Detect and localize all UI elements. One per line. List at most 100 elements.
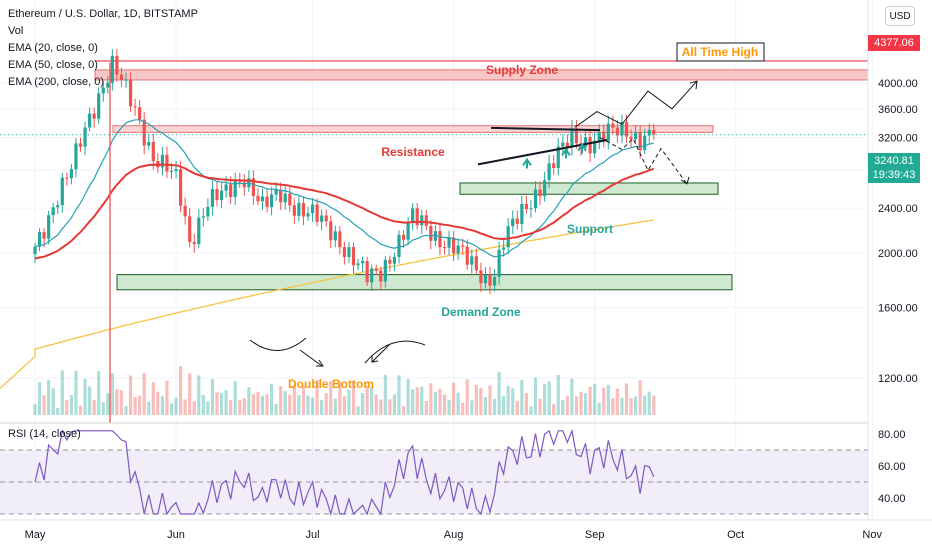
candle-body: [533, 189, 538, 209]
candle-body: [397, 234, 401, 257]
candle: [643, 128, 647, 154]
candle: [543, 171, 547, 202]
candle: [215, 180, 219, 206]
candle-body: [583, 137, 588, 148]
double-bottom-arrow-right: [371, 343, 391, 363]
candle: [101, 81, 105, 102]
time-axis[interactable]: May Jun Jul Aug Sep Oct Nov: [0, 519, 932, 541]
currency-button[interactable]: USD: [885, 6, 915, 26]
ema200-line: [0, 219, 654, 389]
volume-bar: [324, 393, 328, 415]
candle: [620, 114, 624, 144]
candle-body: [224, 184, 228, 191]
volume-bar: [206, 401, 210, 415]
volume-bar: [643, 395, 647, 415]
candle: [115, 48, 119, 82]
volume-bar: [429, 383, 433, 415]
candle: [329, 215, 333, 249]
double-bottom-label: Double Bottom: [288, 377, 374, 391]
candle-body: [370, 268, 374, 283]
candle-body: [561, 142, 565, 147]
candle-body: [602, 132, 606, 142]
volume-bar: [447, 399, 451, 415]
candle: [37, 228, 42, 252]
candle-body: [238, 181, 242, 183]
candle-body: [251, 178, 255, 197]
candle: [256, 188, 260, 206]
candle: [92, 107, 96, 128]
candle-body: [401, 234, 406, 240]
candle: [128, 72, 133, 112]
candle: [333, 225, 337, 248]
candle: [310, 198, 315, 222]
candle: [110, 49, 114, 91]
candle-body: [306, 213, 310, 217]
last-price: 3240.81: [874, 155, 914, 167]
volume-bar: [652, 395, 656, 415]
volume-bar: [288, 394, 292, 415]
last-price-tag: 3240.81 19:39:43: [868, 153, 920, 183]
volume-bar: [452, 382, 456, 415]
candle: [192, 233, 196, 253]
candle: [306, 206, 310, 221]
candle-body: [92, 113, 96, 119]
candle: [492, 269, 497, 292]
candle: [60, 172, 64, 213]
resistance-label: Resistance: [381, 145, 445, 159]
volume-bar: [379, 399, 383, 415]
volume-bar: [69, 395, 73, 415]
candle: [78, 137, 83, 152]
candle: [465, 239, 469, 270]
candle: [615, 120, 619, 143]
candle-body: [124, 79, 128, 81]
candle-body: [379, 270, 383, 282]
candle-body: [192, 242, 196, 245]
candle: [206, 198, 210, 222]
candle-body: [88, 113, 92, 128]
candle-body: [392, 256, 397, 264]
resistance-zone: [112, 125, 714, 133]
candle: [242, 174, 246, 196]
candle-body: [65, 177, 69, 179]
ema200-legend: EMA (200, close, 0): [8, 76, 104, 88]
volume-bar: [51, 388, 55, 415]
volume-bar: [620, 397, 624, 415]
volume-bar: [634, 396, 638, 415]
volume-bar: [488, 385, 492, 415]
candle: [197, 209, 201, 249]
candle: [142, 111, 146, 155]
candle-body: [356, 263, 360, 266]
volume-bar: [579, 391, 583, 415]
price-tick-label: 3200.00: [878, 133, 918, 145]
volume-bar: [347, 390, 351, 415]
volume-bar: [552, 404, 556, 415]
volume-bar: [506, 386, 510, 415]
candle: [265, 188, 269, 213]
support-zone: [459, 182, 719, 195]
candle: [351, 242, 356, 274]
candle: [165, 146, 169, 179]
bar-countdown: 19:39:43: [872, 169, 916, 181]
candle: [274, 182, 278, 201]
candle: [602, 124, 606, 148]
candle-body: [83, 127, 87, 147]
volume-bar: [543, 384, 547, 415]
candle-body: [151, 141, 155, 162]
candle: [520, 195, 524, 233]
volume-bar: [397, 375, 401, 415]
candle-body: [470, 256, 474, 265]
volume-bar: [115, 389, 119, 415]
ema-lines: [34, 119, 655, 260]
volume-bar: [361, 393, 365, 415]
candle: [301, 196, 306, 226]
candle: [447, 231, 451, 256]
price-axis[interactable]: 1200.001600.002000.002400.002800.003200.…: [867, 0, 918, 520]
candle: [174, 160, 178, 179]
volume-bar: [274, 403, 278, 415]
candle: [442, 240, 447, 255]
candle-body: [638, 132, 642, 150]
volume-bar: [133, 396, 137, 415]
candle-body: [47, 215, 51, 239]
